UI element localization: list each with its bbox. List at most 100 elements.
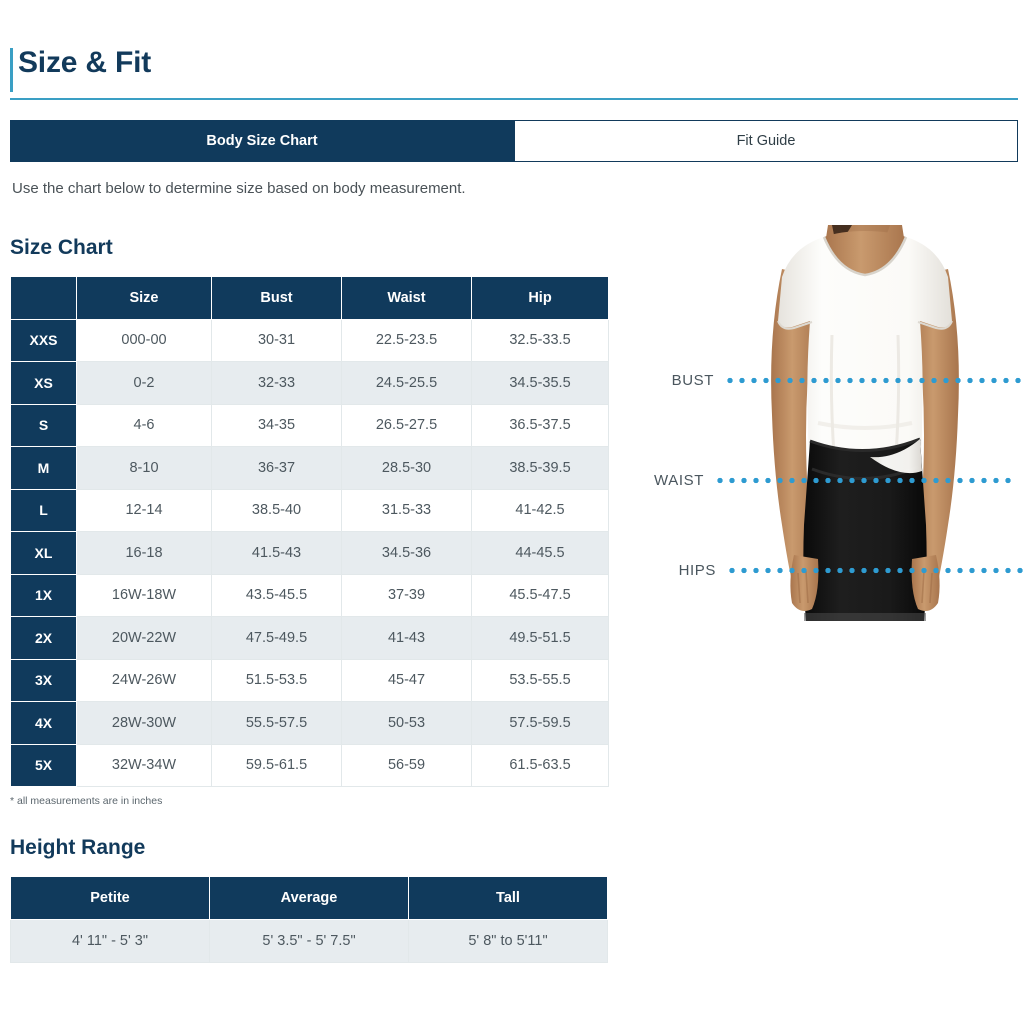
row-size-label: 4X [10,701,77,745]
waist-dotted-line [714,476,1012,484]
column-header-bust: Bust [211,276,342,320]
column-header-average: Average [209,876,409,920]
tab-bar: Body Size Chart Fit Guide [10,120,1018,162]
cell-hip: 38.5-39.5 [471,446,609,490]
table-row: XXS 000-00 30-31 22.5-23.5 32.5-33.5 [10,318,609,362]
table-header-row: Size Bust Waist Hip [10,276,609,320]
cell-waist: 22.5-23.5 [341,318,472,362]
cell-waist: 45-47 [341,658,472,702]
table-row: XL 16-18 41.5-43 34.5-36 44-45.5 [10,531,609,575]
cell-hip: 53.5-55.5 [471,658,609,702]
cell-bust: 30-31 [211,318,342,362]
waist-measurement-guide: WAIST [648,471,1012,489]
hips-dotted-line [726,566,1024,574]
cell-bust: 55.5-57.5 [211,701,342,745]
column-header-waist: Waist [341,276,472,320]
cell-waist: 28.5-30 [341,446,472,490]
cell-hip: 49.5-51.5 [471,616,609,660]
row-size-label: XS [10,361,77,405]
row-size-label: M [10,446,77,490]
size-chart-table-head: Size Bust Waist Hip [10,276,609,320]
cell-bust: 34-35 [211,403,342,447]
cell-waist: 24.5-25.5 [341,361,472,405]
cell-waist: 31.5-33 [341,488,472,532]
row-size-label: 5X [10,743,77,787]
cell-hip: 44-45.5 [471,531,609,575]
cell-size: 28W-30W [76,701,212,745]
size-chart-table: Size Bust Waist Hip XXS 000-00 30-31 22.5-2… [10,276,609,787]
cell-size: 32W-34W [76,743,212,787]
cell-bust: 41.5-43 [211,531,342,575]
row-size-label: 3X [10,658,77,702]
cell-waist: 37-39 [341,573,472,617]
title-accent-bar [10,48,13,92]
cell-petite: 4' 11" - 5' 3" [10,919,210,963]
intro-text: Use the chart below to determine size ba… [12,180,466,197]
cell-waist: 34.5-36 [341,531,472,575]
measurement-figure: BUST WAIST HIPS [630,225,1024,625]
column-header-tall: Tall [408,876,608,920]
table-row: XS 0-2 32-33 24.5-25.5 34.5-35.5 [10,361,609,405]
model-photo [720,225,1010,621]
row-size-label: 2X [10,616,77,660]
table-row: 4X 28W-30W 55.5-57.5 50-53 57.5-59.5 [10,701,609,745]
page-title-box: Size & Fit [10,40,1018,100]
table-row: 3X 24W-26W 51.5-53.5 45-47 53.5-55.5 [10,658,609,702]
cell-waist: 41-43 [341,616,472,660]
cell-bust: 36-37 [211,446,342,490]
hips-measurement-guide: HIPS [660,561,1024,579]
page-title: Size & Fit [18,46,152,79]
cell-waist: 26.5-27.5 [341,403,472,447]
column-header-hip: Hip [471,276,609,320]
cell-hip: 41-42.5 [471,488,609,532]
bust-dotted-line [724,376,1022,384]
cell-waist: 56-59 [341,743,472,787]
table-row: L 12-14 38.5-40 31.5-33 41-42.5 [10,488,609,532]
column-header-blank [10,276,77,320]
table-row: S 4-6 34-35 26.5-27.5 36.5-37.5 [10,403,609,447]
cell-bust: 43.5-45.5 [211,573,342,617]
cell-bust: 51.5-53.5 [211,658,342,702]
cell-bust: 32-33 [211,361,342,405]
cell-bust: 47.5-49.5 [211,616,342,660]
height-range-table-head: Petite Average Tall [10,876,608,920]
cell-size: 20W-22W [76,616,212,660]
table-row: 4' 11" - 5' 3" 5' 3.5" - 5' 7.5" 5' 8" t… [10,919,608,963]
cell-tall: 5' 8" to 5'11" [408,919,608,963]
cell-bust: 38.5-40 [211,488,342,532]
waist-label: WAIST [654,471,704,489]
row-size-label: XL [10,531,77,575]
height-range-table-body: 4' 11" - 5' 3" 5' 3.5" - 5' 7.5" 5' 8" t… [10,919,608,963]
size-chart-heading: Size Chart [10,236,113,259]
size-chart-table-body: XXS 000-00 30-31 22.5-23.5 32.5-33.5 XS 0-2 32… [10,318,609,787]
bust-measurement-guide: BUST [658,371,1022,389]
cell-hip: 61.5-63.5 [471,743,609,787]
table-header-row: Petite Average Tall [10,876,608,920]
row-size-label: L [10,488,77,532]
cell-hip: 34.5-35.5 [471,361,609,405]
height-range-heading: Height Range [10,836,146,859]
hips-label: HIPS [678,561,716,579]
tab-body-size-chart[interactable]: Body Size Chart [10,120,514,162]
cell-waist: 50-53 [341,701,472,745]
row-size-label: XXS [10,318,77,362]
cell-size: 0-2 [76,361,212,405]
table-row: 1X 16W-18W 43.5-45.5 37-39 45.5-47.5 [10,573,609,617]
cell-size: 000-00 [76,318,212,362]
table-row: 2X 20W-22W 47.5-49.5 41-43 49.5-51.5 [10,616,609,660]
column-header-size: Size [76,276,212,320]
table-row: M 8-10 36-37 28.5-30 38.5-39.5 [10,446,609,490]
tab-fit-guide-label: Fit Guide [736,133,796,149]
cell-size: 8-10 [76,446,212,490]
cell-size: 24W-26W [76,658,212,702]
cell-size: 16W-18W [76,573,212,617]
cell-hip: 32.5-33.5 [471,318,609,362]
cell-hip: 45.5-47.5 [471,573,609,617]
row-size-label: 1X [10,573,77,617]
bust-label: BUST [671,371,714,389]
table-row: 5X 32W-34W 59.5-61.5 56-59 61.5-63.5 [10,743,609,787]
cell-average: 5' 3.5" - 5' 7.5" [209,919,409,963]
tab-fit-guide[interactable]: Fit Guide [514,120,1018,162]
model-illustration [720,225,1010,621]
